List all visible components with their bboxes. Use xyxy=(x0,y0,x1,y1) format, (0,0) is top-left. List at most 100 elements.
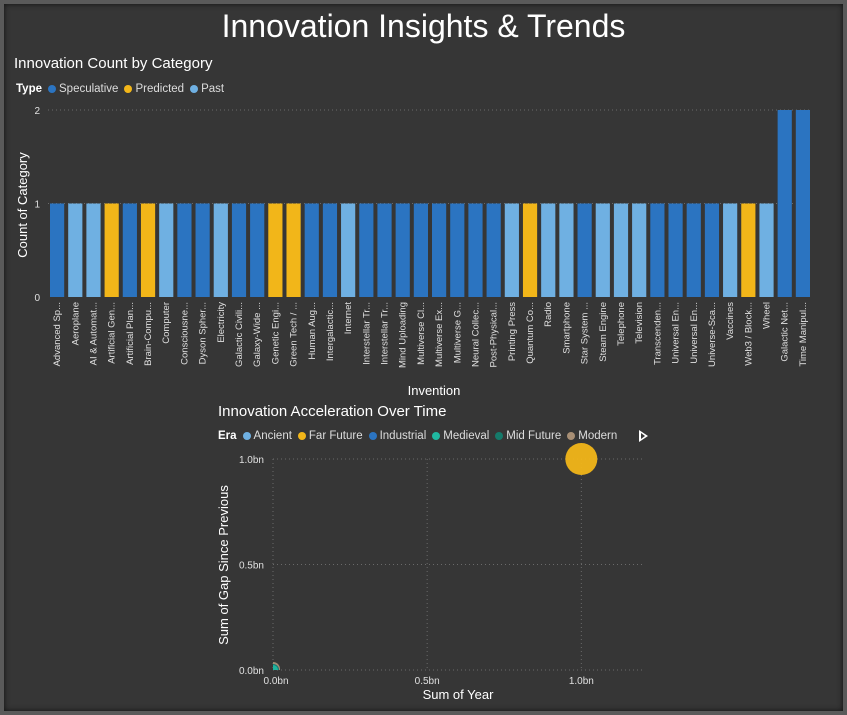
legend-label: Speculative xyxy=(59,83,119,95)
bar-chart-legend[interactable]: Type Speculative Predicted Past xyxy=(16,83,230,95)
bar xyxy=(723,203,738,297)
legend-label: Modern xyxy=(578,430,618,442)
x-tick-label: Galaxy-Wide ... xyxy=(252,302,263,367)
legend-label: Predicted xyxy=(135,83,185,95)
x-tick-label: Dyson Spher... xyxy=(198,302,209,364)
bar xyxy=(704,203,720,297)
legend-label: Industrial xyxy=(379,430,427,442)
bar xyxy=(68,203,83,297)
legend-item[interactable]: Far Future xyxy=(297,430,363,442)
x-tick-label: Green Tech / ... xyxy=(289,302,300,367)
legend-dot-icon xyxy=(432,431,441,440)
legend-dot-icon xyxy=(368,431,377,440)
bar-chart: 0 1 2 Advanced Sp... Aeroplane AI & Automat..… xyxy=(15,106,812,398)
x-tick-label: Radio xyxy=(543,302,554,327)
bar xyxy=(613,203,629,297)
bar xyxy=(522,203,538,297)
legend-dot-icon xyxy=(242,431,251,440)
x-tick-label: Steam Engine xyxy=(598,302,609,362)
x-tick-label: Printing Press xyxy=(507,302,518,361)
legend-title: Era xyxy=(218,430,237,442)
scatter-chart-title: Innovation Acceleration Over Time xyxy=(218,403,447,420)
legend-dot-icon xyxy=(567,431,576,440)
bar xyxy=(50,203,65,297)
y-axis-label: Count of Category xyxy=(15,152,30,258)
x-tick-label: Multiverse Ex... xyxy=(434,302,445,367)
legend-item[interactable]: Past xyxy=(190,83,224,95)
x-tick-label: Quantum Co... xyxy=(525,302,536,364)
bar xyxy=(632,203,647,297)
bar xyxy=(304,203,319,297)
legend-item[interactable]: Mid Future xyxy=(495,430,561,442)
x-tick-label: Computer xyxy=(161,302,172,344)
scatter-chart-legend[interactable]: Era Ancient Far Future Industrial Medieval Mi… xyxy=(218,430,623,442)
x-tick-label: Web3 / Block... xyxy=(743,302,754,366)
legend-label: Far Future xyxy=(308,430,363,442)
x-tick-label: Transcenden... xyxy=(652,302,663,365)
legend-item[interactable]: Ancient xyxy=(242,430,292,442)
bar xyxy=(741,203,756,297)
x-tick-label: Artificial Gen... xyxy=(107,302,118,364)
x-tick-label: Universal En... xyxy=(689,302,700,364)
x-tick-label: Internet xyxy=(343,302,354,335)
x-tick-label: Human Aug... xyxy=(307,302,318,360)
bar xyxy=(250,203,265,297)
legend-dot-icon xyxy=(495,431,504,440)
x-tick-label: Wheel xyxy=(762,302,773,329)
x-tick-label: Telephone xyxy=(616,302,627,346)
legend-next-arrow-icon[interactable] xyxy=(639,430,648,442)
bar xyxy=(213,203,228,297)
x-tick-label: Post-Physical... xyxy=(489,302,500,367)
x-tick-label: Galactic Net... xyxy=(780,302,791,362)
bar xyxy=(686,203,701,297)
legend-item[interactable]: Industrial xyxy=(368,430,427,442)
bar xyxy=(341,203,356,297)
legend-item[interactable]: Modern xyxy=(567,430,617,442)
bar xyxy=(104,203,119,297)
bar xyxy=(159,203,174,297)
legend-dot-icon xyxy=(124,84,133,93)
y-tick-label: 1 xyxy=(34,200,40,211)
legend-label: Past xyxy=(201,83,225,95)
bar xyxy=(86,203,101,297)
bar xyxy=(504,203,519,297)
legend-item[interactable]: Medieval xyxy=(432,430,489,442)
bar xyxy=(577,203,592,297)
bar xyxy=(286,203,301,297)
legend-label: Medieval xyxy=(443,430,490,442)
x-tick-label: Universal En... xyxy=(671,302,682,364)
legend-item[interactable]: Speculative xyxy=(48,83,118,95)
legend-dot-icon xyxy=(190,84,199,93)
bar xyxy=(231,203,247,297)
bar xyxy=(177,203,192,297)
x-axis-label: Invention xyxy=(408,383,461,398)
x-tick-label: Genetic Engi... xyxy=(270,302,281,364)
legend-dot-icon xyxy=(48,84,56,93)
bar xyxy=(777,110,792,297)
x-tick-label: Consciousne... xyxy=(179,302,190,365)
x-tick-label: Time Manipul... xyxy=(798,302,809,367)
legend-label: Ancient xyxy=(253,430,292,442)
x-tick-label: Interstellar Tr... xyxy=(380,302,391,365)
x-tick-label: Brain-Compu... xyxy=(143,302,154,366)
bar xyxy=(450,203,465,297)
x-tick-label: Multiverse Cl... xyxy=(416,302,427,365)
x-tick-label: Star System ... xyxy=(580,302,591,364)
bar xyxy=(140,203,156,297)
bar xyxy=(595,203,610,297)
x-tick-label: Multiverse G... xyxy=(452,302,463,363)
dashboard-title: Innovation Insights & Trends xyxy=(221,8,626,44)
bar xyxy=(432,203,447,297)
bar xyxy=(195,203,210,297)
x-tick-label: Artificial Plan... xyxy=(125,302,136,365)
bar xyxy=(359,203,374,297)
x-tick-label: Mind Uploading xyxy=(398,302,409,368)
y-tick-label: 0 xyxy=(34,293,40,304)
bar xyxy=(668,203,683,297)
bar xyxy=(468,203,483,297)
x-tick-label: Television xyxy=(634,302,645,344)
bar xyxy=(650,203,665,297)
legend-item[interactable]: Predicted xyxy=(124,83,184,95)
bar xyxy=(795,110,810,297)
